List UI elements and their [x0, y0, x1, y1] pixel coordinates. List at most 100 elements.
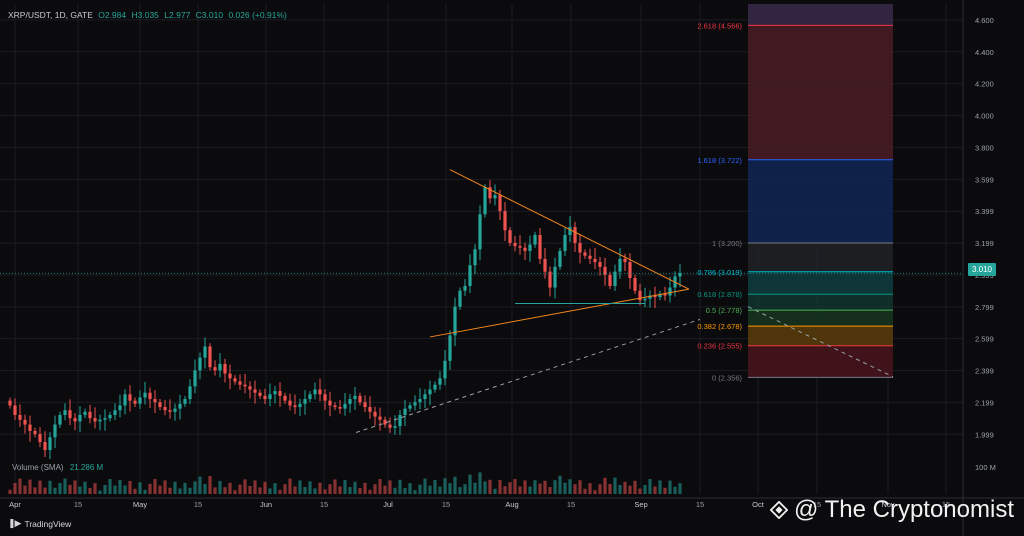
volume-bar — [368, 489, 372, 494]
candle — [83, 411, 87, 415]
candle — [223, 364, 227, 374]
candle — [328, 400, 332, 406]
candle — [53, 424, 57, 438]
tradingview-icon: ❚▶ — [8, 518, 22, 528]
candle — [473, 249, 477, 266]
y-tick-label: 2.399 — [975, 367, 994, 376]
volume-bar — [333, 479, 337, 494]
volume-bar — [593, 490, 597, 494]
candle — [18, 414, 22, 420]
volume-bar — [258, 487, 262, 494]
volume-bar — [288, 478, 292, 494]
candle — [88, 411, 92, 419]
volume-bar — [248, 486, 252, 494]
candle — [208, 346, 212, 368]
volume-bar — [458, 487, 462, 494]
volume-bar — [653, 486, 657, 494]
volume-bar — [378, 479, 382, 494]
candle — [638, 290, 642, 301]
volume-bar — [73, 480, 77, 494]
candle — [203, 346, 207, 358]
volume-bar — [493, 488, 497, 494]
candle — [188, 386, 192, 400]
candle — [263, 395, 267, 400]
candle — [503, 211, 507, 231]
volume-bar — [78, 486, 82, 494]
candle — [253, 389, 257, 393]
candle — [658, 293, 662, 298]
volume-bar — [443, 478, 447, 494]
candle — [198, 357, 202, 371]
fib-zone — [748, 25, 893, 160]
candle — [173, 408, 177, 412]
x-tick-label: May — [133, 500, 147, 509]
candle — [543, 258, 547, 272]
candle — [393, 426, 397, 428]
candle — [313, 389, 317, 395]
candle — [353, 395, 357, 400]
candle — [578, 242, 582, 253]
volume-bar — [118, 480, 122, 494]
volume-bar — [338, 486, 342, 494]
tradingview-label: TradingView — [24, 518, 72, 529]
candle — [163, 407, 167, 411]
candle — [128, 394, 132, 401]
fib-level-label: 0.786 (3.019) — [697, 268, 742, 277]
low-value: L2.977 — [164, 10, 191, 20]
diamond-logo-icon — [770, 501, 788, 519]
volume-bar — [113, 485, 117, 494]
y-tick-label: 3.399 — [975, 207, 994, 216]
candle — [218, 364, 222, 371]
candle — [483, 187, 487, 215]
fib-zone — [748, 242, 893, 272]
candle — [178, 403, 182, 409]
fib-level-label: 0 (2.356) — [712, 373, 743, 382]
volume-bar — [203, 484, 207, 494]
resistance-trendline — [449, 169, 690, 290]
volume-bar — [103, 485, 107, 494]
candle — [293, 405, 297, 408]
candle — [283, 395, 287, 401]
volume-bar — [163, 480, 167, 494]
volume-bar — [93, 483, 97, 494]
candle — [443, 360, 447, 379]
candle — [493, 195, 497, 199]
volume-bar — [313, 488, 317, 494]
candle — [318, 389, 322, 395]
volume-bar — [423, 478, 427, 494]
candle — [383, 419, 387, 425]
volume-bar — [373, 484, 377, 494]
candle — [583, 252, 587, 256]
candle — [248, 386, 252, 390]
volume-bar — [668, 480, 672, 494]
candle — [413, 402, 417, 406]
volume-bar — [463, 484, 467, 494]
y-tick-label: 4.600 — [975, 16, 994, 25]
candle — [13, 405, 17, 415]
candle — [193, 370, 197, 387]
x-tick-label: Jun — [260, 500, 272, 509]
y-tick-label: 1.999 — [975, 430, 994, 439]
volume-bar — [353, 481, 357, 494]
candle — [148, 392, 152, 400]
volume-bar — [238, 484, 242, 494]
volume-bar — [48, 480, 52, 494]
candle — [563, 234, 567, 251]
volume-bar — [138, 482, 142, 494]
fib-level-label: 1 (3.200) — [712, 239, 743, 248]
y-tick-label: 3.599 — [975, 175, 994, 184]
volume-bar — [168, 487, 172, 494]
candle — [448, 335, 452, 361]
volume-bar — [583, 488, 587, 494]
candle — [338, 407, 342, 409]
volume-bar — [273, 483, 277, 494]
candle — [298, 403, 302, 408]
fib-zone — [748, 310, 893, 327]
volume-bar — [293, 486, 297, 494]
volume-bar — [243, 479, 247, 494]
change-value: 0.026 (+0.91%) — [228, 10, 287, 20]
volume-bar — [663, 487, 667, 494]
candle — [523, 247, 527, 251]
candle — [48, 437, 52, 451]
